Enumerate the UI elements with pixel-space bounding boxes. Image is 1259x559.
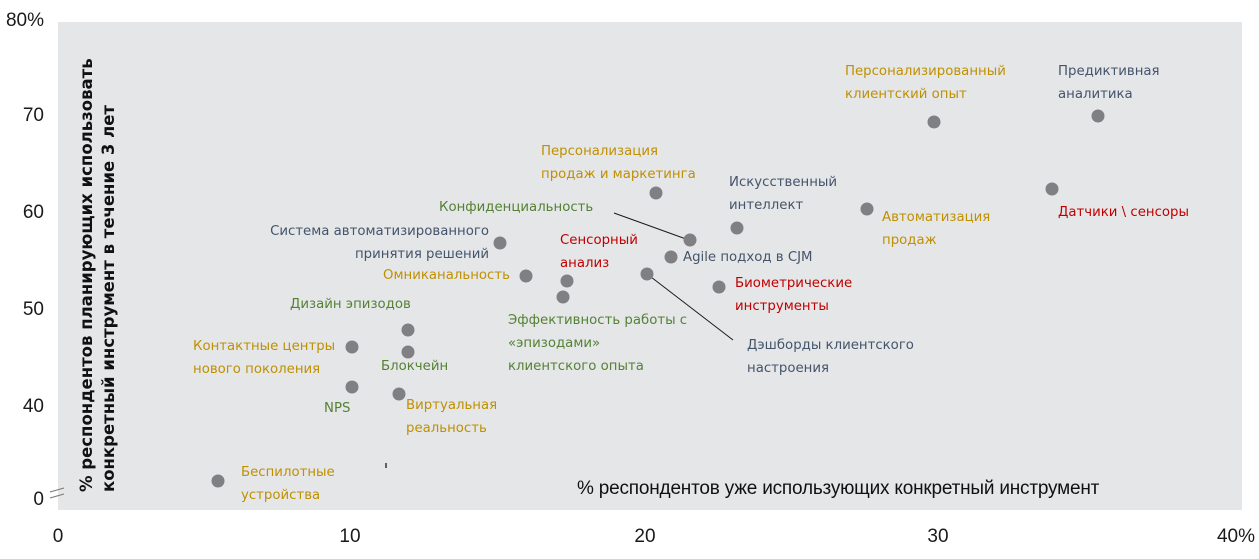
x-axis-label: % респондентов уже использующих конкретн…: [577, 478, 1100, 499]
point-ai: [730, 221, 744, 235]
label-sales-personalization: Персонализация продаж и маркетинга: [541, 144, 696, 182]
label-ai: Искусственный интеллект: [729, 175, 838, 213]
point-drones: [211, 474, 225, 488]
point-episode-design: [401, 323, 415, 337]
label-blockchain: Блокчейн: [381, 359, 449, 374]
label-episode-design: Дизайн эпизодов: [290, 297, 411, 312]
label-personalized-cx: Персонализированный клиентский опыт: [845, 64, 1006, 102]
point-contact-centers: [345, 340, 359, 354]
label-privacy: Конфиденциальность: [439, 200, 594, 215]
point-personalized-cx: [927, 115, 941, 129]
label-automated-decisions: Система автоматизированного принятия реше…: [270, 224, 489, 262]
y-tick-0: 0: [33, 489, 44, 510]
y-tick-40: 40: [22, 396, 44, 417]
point-agile: [664, 250, 678, 264]
label-sales-automation: Автоматизация продаж: [882, 210, 991, 248]
point-biometrics: [712, 280, 726, 294]
label-contact-centers: Контактные центры нового поколения: [193, 339, 336, 377]
label-episode-efficiency: Эффективность работы с «эпизодами» клиентс…: [508, 313, 688, 374]
point-predictive: [1091, 109, 1105, 123]
y-tick-80: 80%: [5, 10, 44, 31]
label-nps: NPS: [324, 401, 351, 416]
y-tick-60: 60: [22, 202, 44, 223]
point-omnichannel: [519, 269, 533, 283]
point-sales-automation: [860, 202, 874, 216]
label-omnichannel: Омниканальность: [383, 268, 510, 283]
point-nps: [345, 380, 359, 394]
label-sensory-analysis: Сенсорный анализ: [560, 233, 638, 271]
y-axis-label-line2: конкретный инструмент в течение 3 лет: [99, 104, 118, 492]
y-axis-label: % респондентов планирующих использовать …: [76, 22, 120, 492]
label-agile: Agile подход в CJM: [683, 250, 813, 265]
y-tick-50: 50: [22, 299, 44, 320]
x-tick-10: 10: [339, 526, 361, 547]
label-dashboards: Дэшборды клиентского настроения: [747, 338, 914, 376]
x-tick-0: 0: [52, 526, 64, 547]
point-episode-efficiency: [556, 290, 570, 304]
point-sensors: [1045, 182, 1059, 196]
point-blockchain: [401, 345, 415, 359]
label-biometrics: Биометрические инструменты: [735, 276, 853, 314]
x-tick-20: 20: [634, 526, 656, 547]
label-drones: Беспилотные устройства: [241, 465, 335, 503]
plot-area: [58, 22, 1242, 510]
point-sensory-analysis: [560, 274, 574, 288]
point-dashboards: [640, 267, 654, 281]
point-sales-personalization: [649, 186, 663, 200]
point-automated-decisions: [493, 236, 507, 250]
label-vr: Виртуальная реальность: [406, 398, 498, 436]
x-tick-30: 30: [927, 526, 949, 547]
y-tick-70: 70: [22, 105, 44, 126]
label-predictive: Предиктивная аналитика: [1058, 64, 1160, 102]
point-vr: [392, 387, 406, 401]
point-privacy: [683, 233, 697, 247]
x-tick-40: 40%: [1216, 526, 1256, 547]
label-sensors: Датчики \ сенсоры: [1058, 205, 1189, 220]
y-axis-label-line1: % респондентов планирующих использовать: [77, 58, 96, 492]
